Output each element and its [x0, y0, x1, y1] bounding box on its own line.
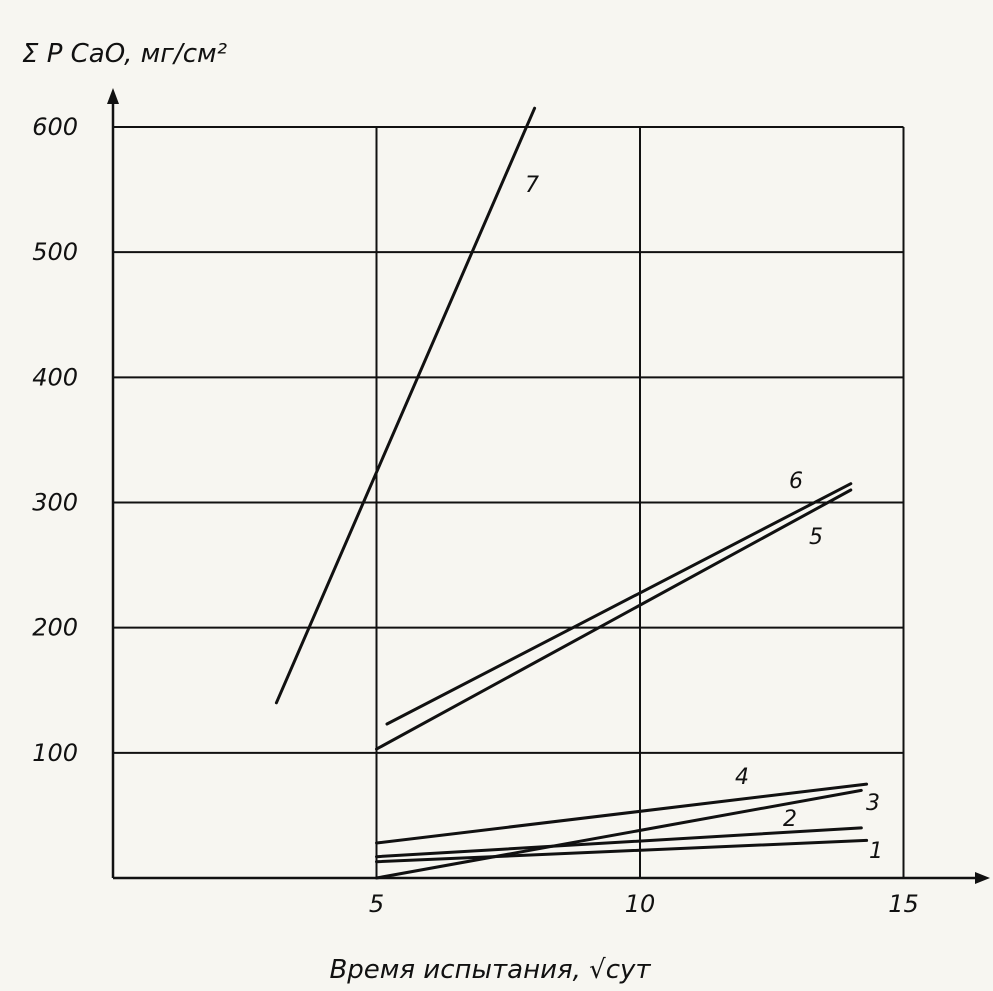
- series-line-5: [375, 488, 853, 751]
- series-label-1: 1: [869, 839, 883, 864]
- series-line-4: [375, 782, 869, 845]
- y-tick-label-400: 400: [32, 363, 78, 391]
- x-axis-label: Время испытания, √сут: [329, 955, 651, 985]
- series-label-3: 3: [866, 791, 880, 816]
- series-labels: 1 2 3 4 5 6 7: [525, 173, 883, 864]
- y-axis-arrow: [107, 88, 119, 104]
- series-line-7: [274, 106, 537, 705]
- y-tick-label-300: 300: [32, 488, 78, 516]
- series-label-6: 6: [789, 469, 803, 494]
- series-label-2: 2: [783, 807, 797, 832]
- series-label-4: 4: [735, 765, 749, 790]
- series-line-6: [385, 482, 853, 726]
- grid-lines: [113, 125, 905, 878]
- y-tick-label-500: 500: [32, 238, 78, 266]
- x-tick-labels: 5 10 15: [369, 890, 919, 918]
- y-tick-labels: 100 200 300 400 500 600: [32, 113, 78, 767]
- y-tick-label-600: 600: [32, 113, 78, 141]
- y-tick-label-100: 100: [32, 739, 78, 767]
- x-axis-arrow: [975, 872, 990, 884]
- x-tick-label-10: 10: [625, 890, 656, 918]
- axes: [107, 88, 990, 884]
- series-lines: [274, 106, 869, 880]
- series-label-5: 5: [809, 525, 823, 550]
- series-line-3: [375, 788, 863, 880]
- series-line-2: [375, 826, 863, 859]
- y-tick-label-200: 200: [32, 614, 78, 642]
- series-line-1: [375, 838, 869, 864]
- y-axis-label: Σ P CaO, мг/см²: [22, 39, 227, 69]
- x-tick-label-15: 15: [888, 890, 919, 918]
- x-tick-label-5: 5: [369, 890, 384, 918]
- series-label-7: 7: [525, 173, 539, 198]
